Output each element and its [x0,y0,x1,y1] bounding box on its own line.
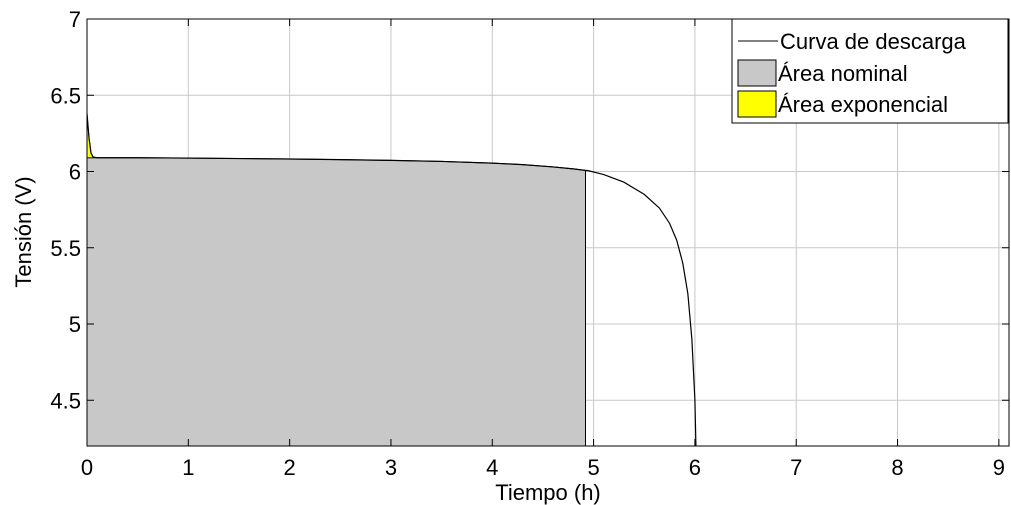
legend-label-nominal: Área nominal [778,61,908,86]
plot-frame [86,18,1010,447]
x-tick-label: 9 [993,455,1005,480]
area-nominal [87,157,586,446]
y-tick-label: 6 [69,160,81,185]
y-tick-labels: 4.5 5 5.5 6 6.5 7 [50,7,81,413]
y-tick-label: 6.5 [50,83,81,108]
y-tick-label: 7 [69,7,81,32]
x-tick-label: 2 [284,455,296,480]
x-tick-label: 8 [891,455,903,480]
y-tick-label: 5 [69,312,81,337]
x-tick-labels: 0 1 2 3 4 5 6 7 8 9 [81,455,1005,480]
legend-label-exponential: Área exponencial [778,92,948,117]
x-tick-label: 0 [81,455,93,480]
discharge-curve-line [87,113,697,446]
legend-label-curve: Curva de descarga [780,29,967,54]
x-tick-label: 6 [689,455,701,480]
legend-box [731,18,1009,124]
y-tick-label: 4.5 [50,388,81,413]
x-tick-label: 4 [486,455,498,480]
x-tick-label: 1 [182,455,194,480]
x-tick-label: 3 [385,455,397,480]
x-tick-label: 7 [790,455,802,480]
y-axis-title: Tensión (V) [11,176,36,287]
x-axis-title: Tiempo (h) [495,480,601,505]
data-layer [87,113,697,446]
y-tick-label: 5.5 [50,236,81,261]
legend-swatch-exponential [737,90,777,118]
x-tick-label: 5 [587,455,599,480]
legend-swatch-nominal [737,59,777,87]
legend: Curva de descarga Área nominal Área expo… [731,18,1009,124]
